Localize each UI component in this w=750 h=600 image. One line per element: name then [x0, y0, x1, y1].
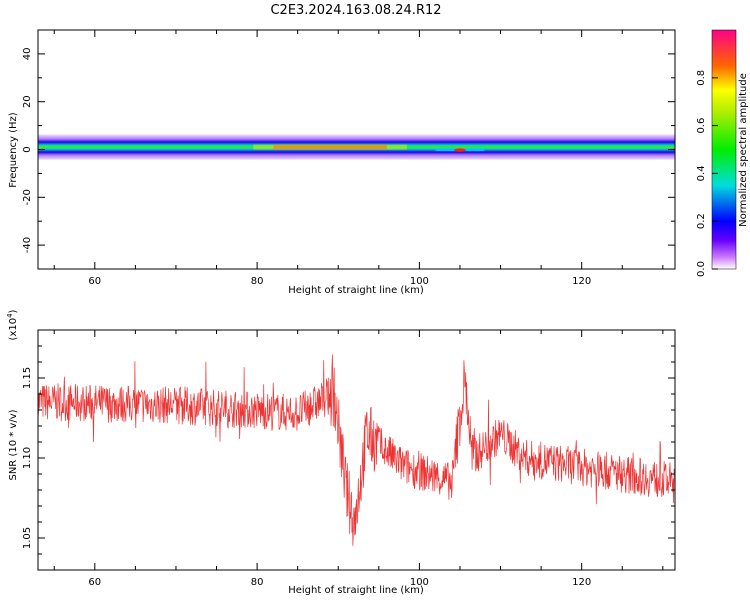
snr-multiplier: (x104)	[6, 309, 19, 340]
colorbar-label: Normalized spectral amplitude	[738, 73, 749, 227]
snr-ytick-label: 1.10	[22, 447, 33, 469]
snr-xtick-label: 60	[88, 577, 101, 588]
spectrogram-xtick-label: 100	[410, 276, 429, 287]
colorbar-tick-label: 0.4	[696, 165, 707, 181]
snr-ticks: 60 80 100 120 1.15 1.10 1.05	[22, 330, 675, 588]
snr-xtick-label: 120	[572, 577, 591, 588]
snr-frame	[37, 329, 676, 571]
colorbar: 0.0 0.2 0.4 0.6 0.8 Normalized spectral ampl…	[696, 29, 749, 277]
snr-x-label: Height of straight line (km)	[288, 585, 424, 596]
spectrogram-panel: 60 80 100 120 40 20 0 -20 -40 Height of straight…	[8, 29, 676, 296]
spectrogram-peak	[273, 145, 387, 150]
spectrogram-y-label: Frequency (Hz)	[8, 112, 19, 188]
spectrogram-xtick-label: 120	[572, 276, 591, 287]
spectrogram-ytick-label: 0	[22, 146, 33, 152]
colorbar-tick-label: 0.8	[696, 70, 707, 86]
colorbar-tick-label: 0.2	[696, 213, 707, 229]
spectrogram-ytick-label: 20	[22, 95, 33, 108]
spectrogram-ytick-label: 40	[22, 48, 33, 61]
spectrogram-ytick-label: -20	[22, 189, 33, 205]
snr-panel: 60 80 100 120 1.15 1.10 1.05 Height of straigh…	[6, 309, 676, 596]
snr-xtick-label: 100	[410, 577, 429, 588]
colorbar-ticks: 0.0 0.2 0.4 0.6 0.8	[696, 70, 718, 277]
spectrogram-peak-halo	[253, 144, 407, 150]
spectrogram-x-label: Height of straight line (km)	[288, 285, 424, 296]
snr-ytick-label: 1.15	[22, 367, 33, 389]
spectrogram-xtick-label: 80	[251, 276, 264, 287]
figure-title: C2E3.2024.163.08.24.R12	[270, 3, 441, 18]
colorbar-gradient	[711, 29, 737, 270]
spectrogram-heatmap	[38, 134, 675, 160]
spectrogram-xtick-label: 60	[88, 276, 101, 287]
spectrogram-ticks: 60 80 100 120 40 20 0 -20 -40	[22, 30, 675, 287]
snr-series-line	[38, 354, 675, 546]
snr-y-label: SNR (10 * v/v)	[8, 409, 19, 480]
colorbar-tick-label: 0.0	[696, 261, 707, 277]
colorbar-tick-label: 0.6	[696, 118, 707, 134]
spectrogram-dip-peak	[453, 148, 466, 152]
snr-ytick-label: 1.05	[22, 527, 33, 549]
snr-xtick-label: 80	[251, 577, 264, 588]
spectrogram-ytick-label: -40	[22, 237, 33, 253]
